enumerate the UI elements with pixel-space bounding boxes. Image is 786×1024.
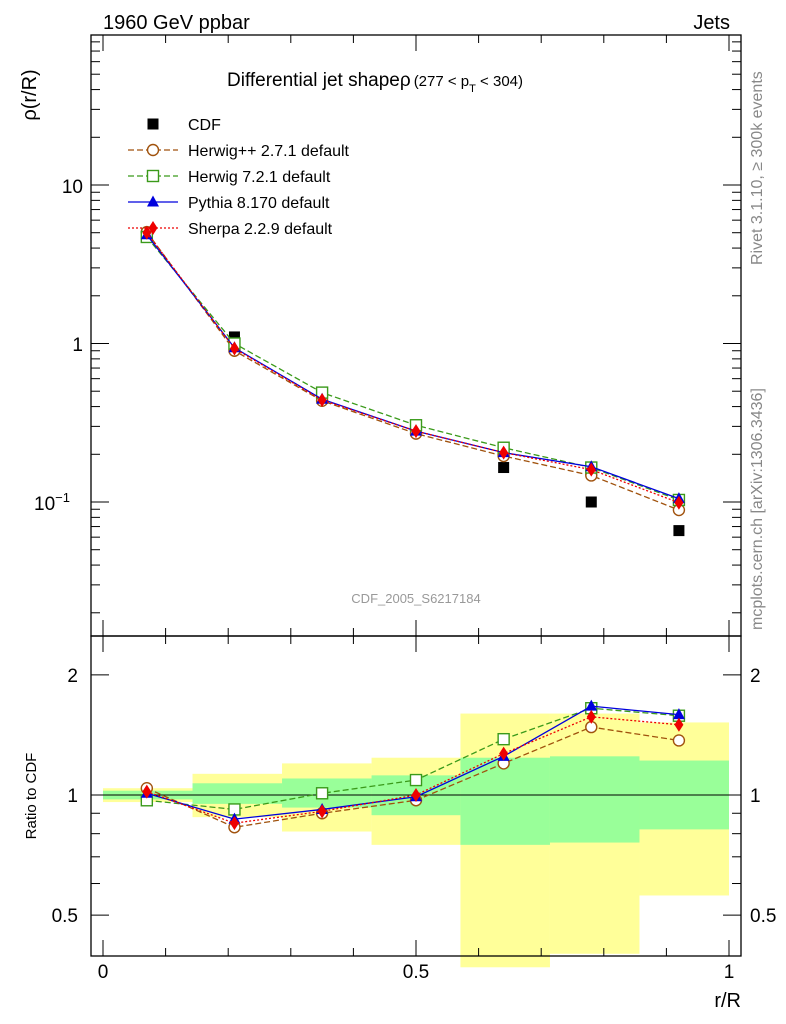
ratio-ylabel: Ratio to CDF: [23, 753, 40, 840]
header-right: Jets: [693, 12, 730, 34]
band-1sigma-5: [549, 756, 640, 843]
main-title-sub: T: [469, 83, 476, 95]
ratio-series-3-point-6: [674, 717, 684, 732]
series-4-point-3: [411, 424, 421, 439]
ytick-label-0.1-exp: −1: [55, 490, 70, 505]
ytick-label-0.1-base: 10: [34, 494, 55, 515]
ratio-series-2-point-5: [585, 699, 598, 711]
legend-label-4: Sherpa 2.2.9 default: [188, 221, 333, 238]
ytick-label-0.1: 10−1: [34, 490, 70, 515]
xlabel: r/R: [714, 990, 741, 1012]
ratio-axis-ticks: 0.5 0.5 1 1 2 2 0 0.5 1: [52, 636, 776, 983]
legend-label-2: Herwig 7.2.1 default: [188, 169, 331, 186]
legend-label-1: Herwig++ 2.7.1 default: [188, 143, 350, 160]
xtick-label-0: 0: [98, 962, 109, 983]
ratio-ytick-label-left-0: 0.5: [52, 906, 78, 927]
header-left: 1960 GeV ppbar: [103, 12, 250, 34]
main-title-text: Differential jet shapeρ: [227, 70, 411, 91]
ratio-ytick-label-left-2: 2: [67, 666, 78, 687]
series-4-point-6: [674, 495, 684, 510]
series-0-point-5: [585, 496, 597, 508]
ratio-series-3-point-3: [411, 788, 421, 802]
ratio-uncertainty-bands: [103, 713, 729, 968]
ratio-ytick-label-right-2: 2: [750, 666, 761, 687]
main-plot-marks: [140, 225, 686, 537]
analysis-watermark: CDF_2005_S6217184: [351, 591, 480, 606]
ratio-series-1-point-3: [409, 773, 423, 787]
ratio-series-3-point-5: [586, 709, 596, 724]
legend-label-0: CDF: [188, 117, 221, 134]
band-1sigma-1: [192, 783, 283, 804]
series-line-2: [146, 236, 680, 501]
ratio-series-3-point-1: [229, 816, 239, 831]
series-4-point-1: [229, 341, 239, 356]
series-4-point-5: [586, 462, 596, 477]
legend-marker-3: [147, 195, 159, 207]
xtick-label-2: 1: [724, 962, 735, 983]
legend-label-3: Pythia 8.170 default: [188, 195, 330, 212]
main-axis-ticks: [91, 35, 741, 636]
main-title-range: (277 < p: [414, 73, 469, 90]
side-label-bottom: mcplots.cern.ch [arXiv:1306.3436]: [749, 388, 766, 630]
band-1sigma-4: [460, 757, 550, 845]
legend: CDF Herwig++ 2.7.1 default Herwig 7.2.1 de…: [128, 117, 350, 238]
ratio-series-1-point-4: [497, 732, 510, 746]
main-title: Differential jet shapeρ (277 < pT < 304): [227, 70, 523, 95]
ratio-plot-marks: [140, 699, 686, 834]
series-line-1: [146, 231, 680, 511]
series-0-point-6: [673, 525, 685, 537]
legend-marker-0: [147, 118, 159, 130]
main-panel: CDF_2005_S6217184 Differential jet shape…: [19, 34, 742, 637]
side-label-top: Rivet 3.1.10, ≥ 300k events: [749, 71, 766, 265]
ratio-series-3-point-4: [499, 746, 509, 761]
main-ylabel: ρ(r/R): [19, 69, 41, 120]
xtick-label-1: 0.5: [403, 962, 429, 983]
ratio-series-3-point-2: [317, 804, 327, 819]
series-0-point-4: [498, 462, 510, 474]
ratio-series-1-point-2: [315, 787, 329, 800]
ratio-series-3-point-0: [142, 784, 152, 799]
series-4-point-2: [317, 393, 327, 408]
ytick-label-10: 10: [62, 177, 83, 198]
ratio-ytick-label-right-0: 0.5: [750, 906, 776, 927]
ratio-panel: 0.5 0.5 1 1 2 2 0 0.5 1 Ratio to CDF r/R: [23, 635, 776, 1012]
legend-marker-2: [146, 169, 160, 183]
legend-marker-4: [148, 221, 158, 235]
ratio-ytick-label-left-1: 1: [67, 786, 78, 807]
legend-marker-1: [146, 143, 160, 157]
series-line-4: [146, 232, 680, 504]
ytick-label-1: 1: [72, 335, 83, 356]
main-title-tail: < 304): [476, 73, 523, 90]
series-line-3: [146, 234, 680, 500]
ratio-series-0-point-6: [672, 734, 686, 747]
series-4-point-0: [142, 225, 152, 240]
series-0-point-1: [228, 331, 240, 343]
series-4-point-4: [499, 445, 509, 460]
ratio-series-2-point-6: [672, 708, 685, 720]
ratio-ytick-label-right-1: 1: [750, 786, 761, 807]
